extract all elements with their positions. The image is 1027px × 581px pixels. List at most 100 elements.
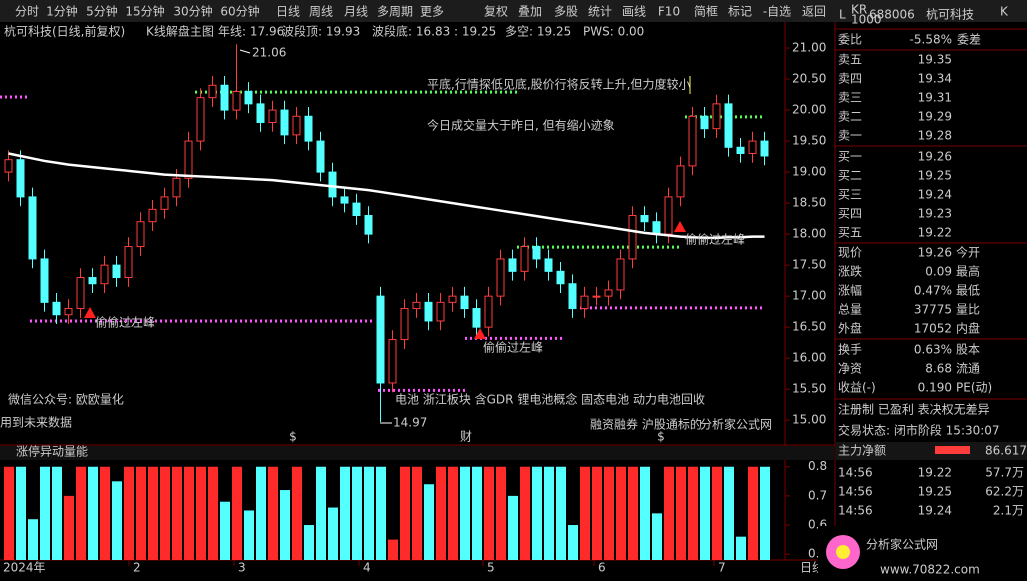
label: 卖四 [838, 72, 862, 86]
volume-bar [724, 466, 734, 560]
candle-body [652, 221, 661, 235]
toolbar-button[interactable]: F10 [658, 5, 680, 19]
y-tick-label: 15.50 [792, 382, 826, 396]
volume-bar [460, 466, 470, 560]
y-tick-label: 20.50 [792, 72, 826, 86]
volume-bar [220, 501, 230, 560]
candle-body [184, 140, 193, 179]
volume-bar [16, 466, 26, 560]
x-tick-label: 2 [133, 561, 141, 575]
toolbar-button[interactable]: 分时 [15, 5, 39, 19]
value: 17052 [914, 322, 952, 336]
label: 卖三 [838, 91, 862, 105]
label: 流通 [956, 362, 980, 376]
candle-body [304, 115, 313, 142]
value: 19.22 [918, 226, 952, 240]
volume-bar [520, 466, 530, 560]
annotation: 21.06 [252, 46, 286, 60]
value: 0.09 [925, 265, 952, 279]
volume-bar [376, 466, 386, 560]
candle-body [28, 196, 37, 260]
candle-body [88, 277, 97, 285]
toolbar-button[interactable]: 复权 [484, 5, 508, 19]
toolbar-button[interactable]: 多股 [554, 5, 578, 19]
y-tick-label: 0.7 [808, 488, 827, 502]
value: -5.58% [910, 33, 952, 47]
toolbar-button[interactable]: 5分钟 [86, 4, 118, 19]
annotation: 电池 浙江板块 含GDR 锂电池概念 固态电池 动力电池回收 [395, 392, 705, 407]
signal-triangle [674, 221, 686, 232]
toolbar-button[interactable]: 15分钟 [125, 4, 164, 19]
annotation: $ [289, 430, 297, 444]
volume-bar [496, 466, 506, 560]
candle-body [532, 246, 541, 260]
volume-bar [448, 466, 458, 560]
value: 2.1万 [993, 504, 1024, 518]
toolbar-button[interactable]: 周线 [309, 5, 333, 19]
volume-bar [208, 466, 218, 560]
candle-body [556, 270, 565, 285]
candle-body [160, 196, 169, 210]
candle-body [256, 103, 265, 123]
value: 0.190 [918, 381, 952, 395]
volume-bar [340, 466, 350, 560]
toolbar-button[interactable]: 60分钟 [220, 4, 259, 19]
toolbar-button[interactable]: 返回 [802, 5, 826, 19]
volume-bar [64, 495, 74, 560]
candle-body [736, 146, 745, 154]
annotation: 分析家公式网 [700, 417, 772, 432]
candle-body [100, 264, 109, 285]
volume-bar [676, 466, 686, 560]
label: 净资 [838, 362, 862, 376]
volume-bar [400, 466, 410, 560]
toolbar-button[interactable]: 标记 [728, 5, 752, 19]
x-tick-label: 7 [718, 561, 726, 575]
volume-bar [196, 466, 206, 560]
candle-body [712, 103, 721, 130]
toolbar-button[interactable]: 简框 [694, 5, 718, 19]
value: 86.617 [985, 444, 1027, 458]
candle-body [4, 159, 13, 173]
value: 19.34 [918, 72, 952, 86]
candle-body [352, 202, 361, 217]
net-header [836, 442, 1027, 460]
candle-body [244, 90, 253, 105]
label: 股本 [956, 343, 980, 357]
candle-body [484, 295, 493, 328]
volume-bar [268, 466, 278, 560]
toolbar-button[interactable]: 叠加 [518, 5, 542, 19]
annotation: 微信公众号: 欧欧量化 [8, 393, 124, 407]
candle-body [280, 109, 289, 136]
value: 19.24 [918, 504, 952, 518]
toolbar-button[interactable]: 1分钟 [46, 4, 78, 19]
stock-code: 688006 [869, 8, 915, 22]
volume-bar [712, 466, 722, 560]
label: 收益(-) [838, 381, 876, 395]
toolbar-button[interactable]: 日线 [276, 5, 300, 19]
volume-bar [592, 466, 602, 560]
volume-bar [172, 466, 182, 560]
label: 现价 [838, 246, 862, 260]
toolbar-button[interactable]: -自选 [763, 5, 791, 19]
indicator: PWS: 0.00 [583, 25, 644, 39]
toolbar-button[interactable]: 画线 [622, 5, 646, 19]
label: 买五 [838, 226, 862, 240]
signal-triangle [84, 307, 96, 318]
annotation: 融资融券 沪股通标的 [590, 417, 702, 432]
toolbar-button[interactable]: 多周期 [377, 5, 413, 19]
volume-bar [736, 536, 746, 560]
candle-body [364, 215, 373, 235]
volume-bar [388, 539, 398, 560]
time: 14:56 [838, 504, 873, 518]
volume-bar [304, 525, 314, 560]
x-tick-label: 5 [487, 561, 495, 575]
x-tick-label: 3 [238, 561, 246, 575]
label: 卖五 [838, 53, 862, 67]
label: 最高 [956, 264, 980, 279]
toolbar-button[interactable]: 更多 [420, 5, 444, 19]
toolbar-button[interactable]: 月线 [344, 5, 368, 19]
toolbar-button[interactable]: 30分钟 [173, 4, 212, 19]
label: 买三 [838, 188, 862, 202]
toolbar-button[interactable]: 统计 [588, 5, 612, 19]
